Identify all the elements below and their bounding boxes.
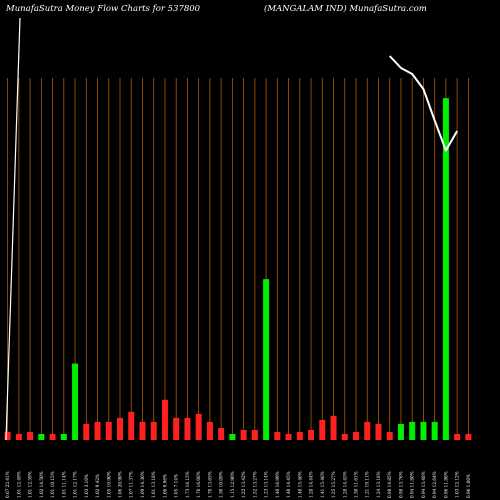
- money-flow-bar: [4, 431, 11, 440]
- x-tick-label: 1.01 13.18%: [151, 471, 156, 498]
- money-flow-bar: [296, 431, 303, 440]
- x-tick-label: 1.22 13.42%: [241, 471, 246, 498]
- bars: [4, 98, 472, 440]
- x-tick-label: 1.05 10.90%: [106, 471, 111, 498]
- gridlines: [7, 78, 469, 440]
- money-flow-bar: [397, 423, 404, 440]
- x-tick-label: 1.02 9.42%: [95, 474, 100, 498]
- money-flow-bar: [240, 429, 247, 440]
- money-flow-bar: [105, 421, 112, 440]
- x-tick-label: 1.52 13.27%: [252, 471, 257, 498]
- money-flow-bar: [218, 427, 225, 440]
- money-flow-bar: [364, 421, 371, 440]
- money-flow-bar: [442, 98, 449, 440]
- x-tick-label: 1.40 14.45%: [286, 471, 291, 498]
- x-tick-label: 1.30 11.61%: [354, 471, 359, 498]
- x-tick-label: 0.94 12.64%: [432, 471, 437, 498]
- x-tick-label: 1.01 12.59%: [28, 471, 33, 498]
- x-tick-label: 0.98 13.76%: [398, 471, 403, 498]
- x-tick-label: 1.06 20.90%: [118, 471, 123, 498]
- x-tick-label: 0.96 11.86%: [443, 471, 448, 498]
- x-tick-label: 1.01 12.49%: [16, 471, 21, 498]
- x-tick-label: 1.70 16.06%: [196, 471, 201, 498]
- x-tick-label: 1.25 15.27%: [331, 471, 336, 498]
- x-tick-label: 1.01 11.14%: [61, 471, 66, 498]
- money-flow-bar: [420, 421, 427, 440]
- money-flow-bar: [274, 431, 281, 440]
- money-flow-bar: [308, 429, 315, 440]
- x-tick-label: 1.28 14.44%: [309, 471, 314, 498]
- money-flow-bar: [150, 421, 157, 440]
- x-tick-label: 1.01 12.17%: [73, 471, 78, 498]
- money-flow-bar: [386, 431, 393, 440]
- money-flow-bar: [139, 421, 146, 440]
- money-flow-bar: [94, 421, 101, 440]
- money-flow-bar: [15, 433, 22, 440]
- x-tick-label: 0.98 14.85%: [387, 471, 392, 498]
- price-line-left-segment: [5, 17, 21, 441]
- money-flow-bar: [330, 415, 337, 440]
- money-flow-bar: [409, 421, 416, 440]
- x-tick-label: 1.02 14.50%: [39, 471, 44, 498]
- x-tick-label: 1.70 13.65%: [207, 471, 212, 498]
- chart-header-right: (MANGALAM IND) MunafaSutra.com: [264, 3, 427, 14]
- money-flow-bar: [341, 433, 348, 440]
- x-tick-label: 1.30 10.09%: [219, 471, 224, 498]
- money-flow-bar: [285, 433, 292, 440]
- x-tick-labels: 0.67 22.41% 1.01 12.49% 1.01 12.59% 1.02 14…: [5, 471, 471, 498]
- money-flow-bar: [173, 417, 180, 440]
- money-flow-bar: [49, 433, 56, 440]
- money-flow-bar: [465, 433, 472, 440]
- x-tick-label: 0.67 22.41%: [5, 471, 10, 498]
- money-flow-bar: [184, 417, 191, 440]
- price-line: [388, 55, 458, 152]
- money-flow-bar: [375, 423, 382, 440]
- money-flow-bar: [161, 399, 168, 440]
- x-tick-label: 1.23 13.14%: [264, 471, 269, 498]
- money-flow-bar: [38, 433, 45, 440]
- x-tick-label: 1.01 10.15%: [50, 471, 55, 498]
- x-tick-label: 1.28 14.45%: [342, 471, 347, 498]
- money-flow-bar: [83, 423, 90, 440]
- money-flow-bar: [195, 413, 202, 440]
- x-tick-label: 1.06 9.96%: [162, 474, 167, 498]
- money-flow-bar: [431, 421, 438, 440]
- money-flow-bar: [229, 433, 236, 440]
- x-tick-label: 1.24 13.18%: [376, 471, 381, 498]
- money-flow-bar: [117, 417, 123, 440]
- x-tick-label: 1.40 15.46%: [297, 471, 302, 498]
- x-tick-label: 0.94 13.48%: [421, 471, 426, 498]
- money-flow-bar: [454, 433, 461, 440]
- x-tick-label: 1.05 7.14%: [174, 474, 179, 498]
- money-flow-bar: [263, 279, 270, 440]
- x-tick-label: 1.07 11.37%: [129, 471, 134, 498]
- money-flow-bar: [251, 429, 258, 440]
- money-flow-bar: [60, 433, 67, 440]
- x-tick-label: 1.03 12.12%: [455, 471, 460, 498]
- x-tick-label: 1.09 14.30%: [140, 471, 145, 498]
- price-line-layer: [5, 17, 458, 441]
- money-flow-bar: [353, 431, 359, 440]
- x-tick-label: 1.21 19.11%: [365, 471, 370, 498]
- money-flow-bar: [72, 363, 79, 440]
- money-flow-bar: [27, 431, 34, 440]
- money-flow-bar: [319, 419, 326, 440]
- x-tick-label: 1.15 12.90%: [230, 471, 235, 498]
- x-tick-label: 0.96 1.00%: [466, 474, 471, 498]
- money-flow-bar: [128, 411, 135, 440]
- x-tick-label: 0.94 11.80%: [410, 471, 415, 498]
- x-tick-label: 1.03 3.10%: [84, 474, 89, 498]
- money-flow-bar: [206, 421, 213, 440]
- x-tick-label: 1.40 16.99%: [275, 471, 280, 498]
- x-tick-label: 1.73 16.15%: [185, 471, 190, 498]
- chart-header-left: MunafaSutra Money Flow Charts for 537800: [5, 4, 201, 14]
- x-tick-label: 1.41 15.46%: [320, 471, 325, 498]
